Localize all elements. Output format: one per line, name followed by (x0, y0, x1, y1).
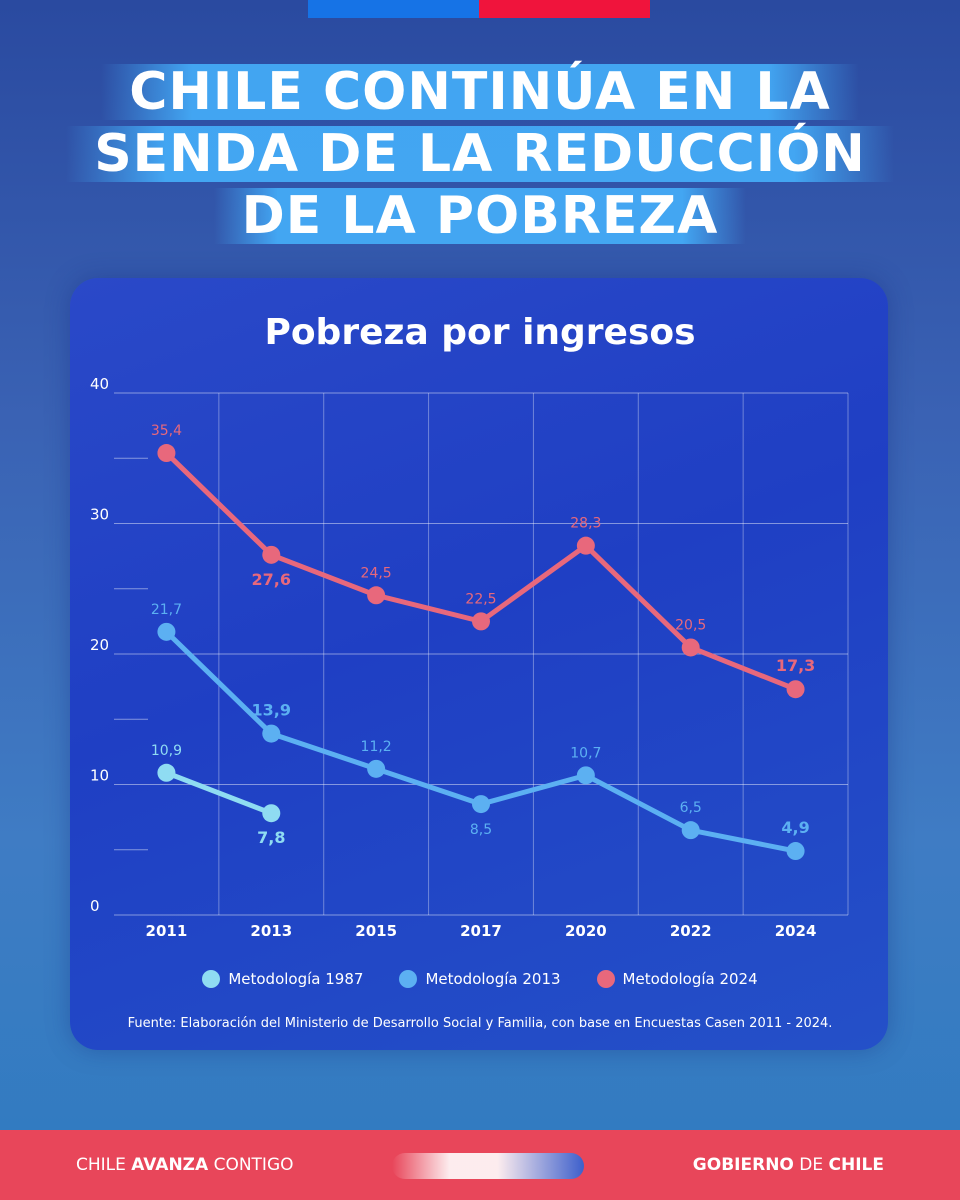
source-note: Fuente: Elaboración del Ministerio de De… (127, 1016, 833, 1031)
legend-label-2013: Metodología 2013 (425, 970, 561, 988)
y-tick-label: 30 (90, 506, 109, 524)
data-point (367, 586, 386, 605)
legend-item-1987: Metodología 1987 (202, 970, 363, 988)
legend-item-2013: Metodología 2013 (399, 970, 561, 988)
data-label: 20,5 (675, 617, 706, 633)
data-label: 21,7 (151, 602, 182, 618)
data-label: 8,5 (470, 822, 492, 838)
data-label: 10,7 (570, 745, 601, 761)
data-point (576, 766, 595, 785)
footer-slogan-part-3: CONTIGO (208, 1155, 294, 1175)
x-tick-label: 2024 (775, 922, 817, 940)
data-point (367, 759, 386, 778)
x-tick-label: 2013 (250, 922, 292, 940)
data-point (681, 821, 700, 840)
flag-red-stripe (479, 0, 650, 18)
x-tick-label: 2015 (355, 922, 397, 940)
footer-government-part-3: CHILE (828, 1155, 884, 1175)
legend-label-1987: Metodología 1987 (228, 970, 364, 988)
footer-bar: CHILE AVANZA CONTIGO GOBIERNO DE CHILE (0, 1130, 960, 1200)
data-point (262, 724, 281, 743)
data-label: 28,3 (570, 516, 601, 532)
data-label: 17,3 (776, 656, 815, 675)
flag-blue-stripe (308, 0, 479, 18)
data-point (786, 680, 805, 699)
x-tick-label: 2017 (460, 922, 502, 940)
chart-card (70, 278, 888, 1050)
data-point (576, 536, 595, 555)
legend-item-2024: Metodología 2024 (596, 970, 758, 988)
chart-legend: Metodología 1987 Metodología 2013 Metodo… (0, 970, 960, 988)
data-label: 24,5 (361, 565, 392, 581)
chart-title: Pobreza por ingresos (264, 312, 696, 353)
y-tick-label: 40 (90, 375, 109, 393)
data-label: 22,5 (465, 591, 496, 607)
footer-government-part-1: GOBIERNO (692, 1155, 794, 1175)
y-tick-label: 10 (90, 767, 109, 785)
data-label: 11,2 (361, 739, 392, 755)
data-point (786, 842, 805, 861)
headline-line-2: SENDA DE LA REDUCCIÓN (66, 126, 894, 182)
headline: CHILE CONTINÚA EN LA SENDA DE LA REDUCCI… (0, 64, 960, 250)
data-point (472, 612, 490, 631)
legend-dot-2024 (596, 970, 615, 988)
x-tick-label: 2022 (670, 922, 712, 940)
headline-line-3: DE LA POBREZA (213, 188, 747, 244)
data-label: 13,9 (252, 701, 291, 720)
legend-label-2024: Metodología 2024 (622, 970, 758, 988)
series-line (163, 770, 274, 816)
footer-slogan-part-1: CHILE (76, 1155, 132, 1175)
footer-government: GOBIERNO DE CHILE (693, 1155, 884, 1175)
data-point (262, 545, 281, 564)
x-tick-label: 2020 (565, 922, 607, 940)
data-label: 7,8 (257, 828, 285, 847)
data-label: 35,4 (151, 423, 182, 439)
data-point (157, 622, 176, 641)
headline-line-1: CHILE CONTINÚA EN LA (101, 64, 859, 120)
series-line (163, 629, 799, 854)
data-label: 10,9 (151, 743, 182, 759)
data-label: 27,6 (252, 570, 291, 589)
data-point (472, 795, 490, 814)
flag-bar (308, 0, 650, 18)
legend-dot-1987 (202, 970, 221, 988)
footer-slogan-part-2: AVANZA (131, 1155, 209, 1175)
data-label: 4,9 (781, 818, 809, 837)
footer-slogan: CHILE AVANZA CONTIGO (76, 1155, 294, 1175)
legend-dot-2013 (399, 970, 418, 988)
footer-government-part-2: DE (793, 1155, 829, 1175)
y-tick-label: 20 (90, 636, 109, 654)
x-tick-label: 2011 (146, 922, 188, 940)
data-point (157, 763, 176, 782)
footer-logo (392, 1153, 584, 1179)
data-label: 6,5 (680, 800, 702, 816)
data-point (157, 444, 176, 463)
data-point (262, 804, 281, 823)
y-tick-label: 0 (90, 897, 100, 915)
data-point (681, 638, 700, 657)
